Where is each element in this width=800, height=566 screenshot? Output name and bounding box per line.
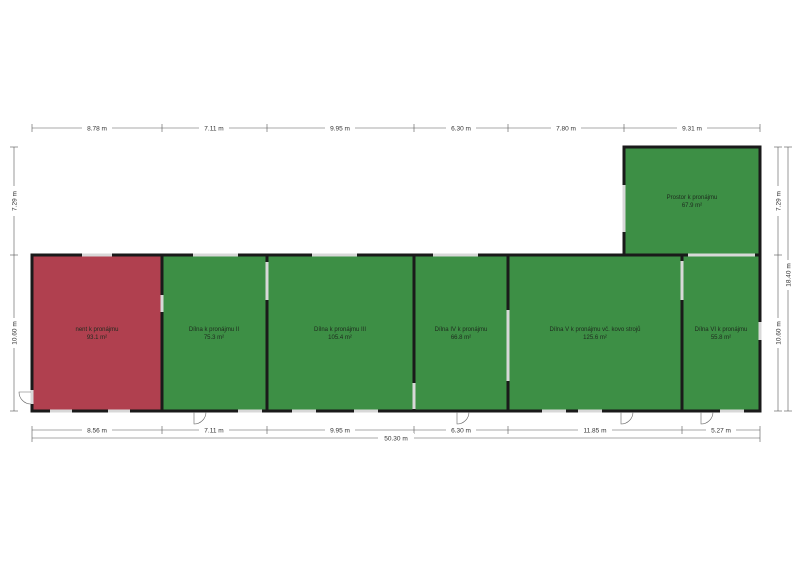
room-3-area: 105.4 m² (328, 335, 352, 341)
dim-bottom-6: 5.27 m (711, 428, 731, 435)
room-4-name: Dílna IV k pronájmu (435, 327, 488, 333)
room-1-fill[interactable] (32, 255, 162, 411)
room-3-name: Dílna k pronájmu III (314, 327, 366, 333)
windows (30, 185, 762, 413)
dim-bottom-2: 7.11 m (204, 428, 223, 435)
dim-right-overall: 18.40 m (786, 263, 793, 287)
room-6-fill[interactable] (682, 255, 760, 411)
bottom-dimensions: 8.56 m 7.11 m 9.95 m 6.30 m 11.85 m 5.27… (31, 425, 761, 443)
dim-top-6: 9.31 m (682, 126, 702, 133)
dim-bottom-3: 9.95 m (330, 428, 350, 435)
dim-right-1: 7.29 m (776, 191, 783, 211)
room-4-area: 66.8 m² (451, 335, 471, 341)
dim-left-2: 10.60 m (12, 321, 19, 345)
room-5-name: Dílna V k pronájmu vč. kovo strojů (549, 326, 640, 333)
dim-left-1: 7.29 m (12, 191, 19, 211)
room-2-fill[interactable] (162, 255, 267, 411)
dim-bottom-4: 6.30 m (451, 428, 471, 435)
doors (18, 391, 714, 425)
room-7-name: Prostor k pronájmu (667, 195, 718, 201)
room-2-name: Dílna k pronájmu II (189, 327, 240, 333)
dim-bottom-1: 8.56 m (87, 428, 107, 435)
room-2-area: 75.3 m² (204, 335, 224, 341)
room-4-fill[interactable] (414, 255, 508, 411)
room-6-area: 55.8 m² (711, 335, 731, 341)
room-7-fill[interactable] (624, 147, 760, 255)
right-dimensions: 7.29 m 10.60 m 18.40 m (773, 146, 793, 412)
dim-top-5: 7.80 m (556, 126, 576, 133)
dim-top-2: 7.11 m (204, 126, 223, 133)
rooms-layer (32, 147, 760, 411)
top-dimensions: 8.78 m 7.11 m 9.95 m 6.30 m 7.80 m 9.31 … (31, 123, 761, 133)
dim-top-1: 8.78 m (87, 126, 107, 133)
room-1-area: 93.1 m² (87, 335, 107, 341)
room-labels: nent k pronájmu 93.1 m² Dílna k pronájmu… (75, 195, 747, 341)
room-3-fill[interactable] (267, 255, 414, 411)
dim-bottom-overall: 50.30 m (384, 436, 408, 443)
dim-top-4: 6.30 m (451, 126, 471, 133)
dim-right-2: 10.60 m (776, 321, 783, 345)
left-dimensions: 7.29 m 10.60 m (9, 146, 19, 412)
room-1-name: nent k pronájmu (75, 327, 118, 333)
dim-top-3: 9.95 m (330, 126, 350, 133)
room-5-fill[interactable] (508, 255, 682, 411)
room-7-area: 67.9 m² (682, 203, 702, 209)
dim-bottom-5: 11.85 m (583, 428, 606, 435)
room-6-name: Dílna VI k pronájmu (695, 327, 748, 333)
room-5-area: 125.6 m² (583, 335, 607, 341)
